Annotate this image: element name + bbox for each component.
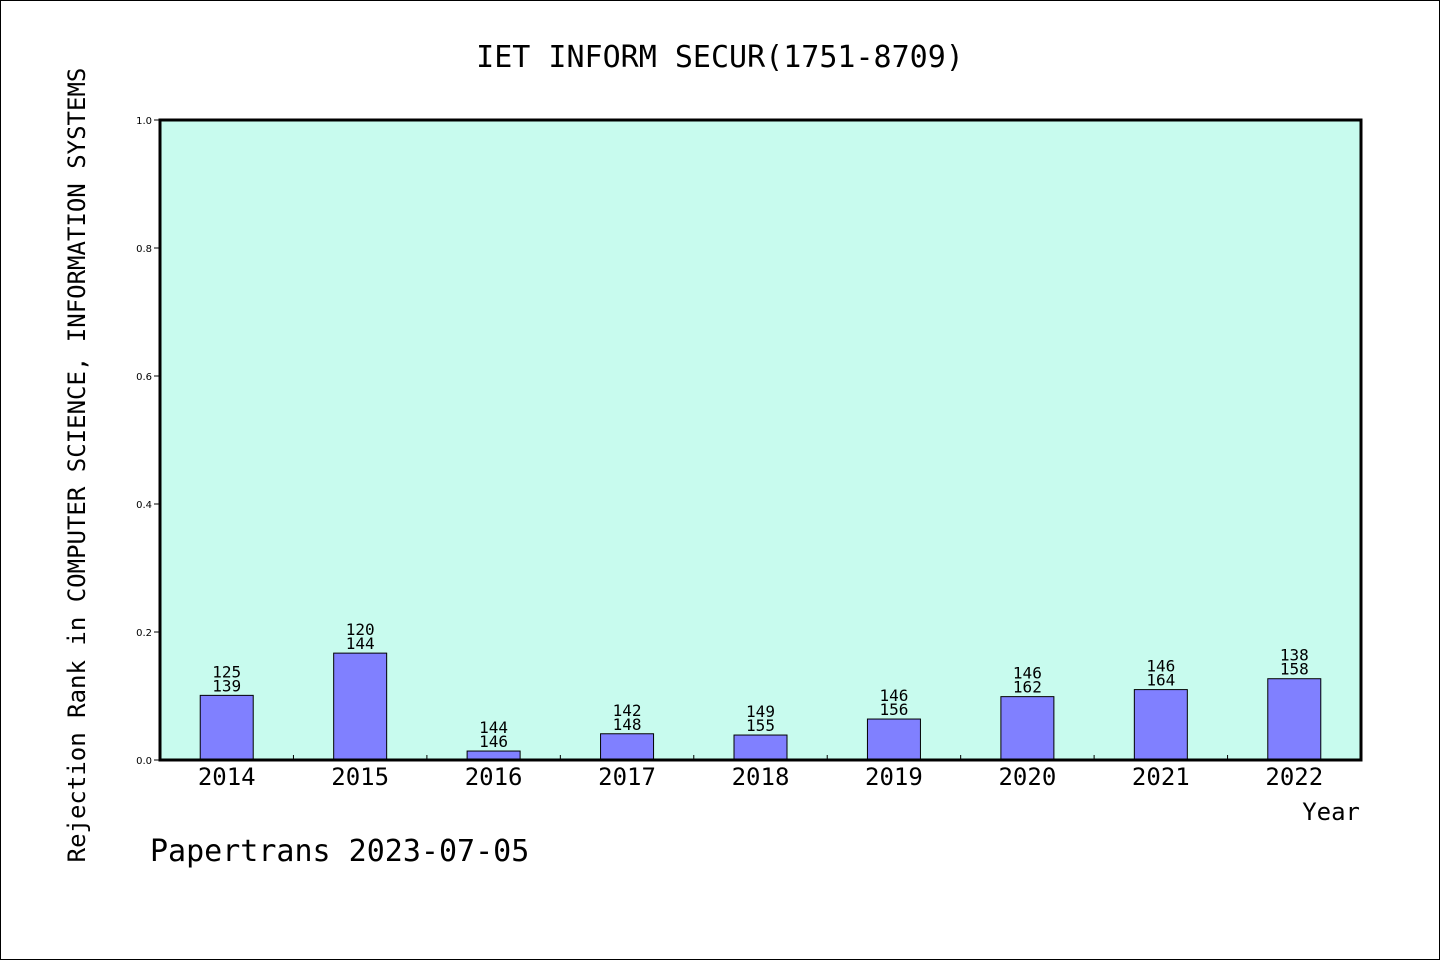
bar-2021 (1133, 689, 1188, 761)
x-tick-label: 2017 (598, 763, 656, 791)
bar-2020 (1000, 696, 1055, 761)
y-axis-label: Rejection Rank in COMPUTER SCIENCE, INFO… (63, 68, 91, 863)
footer-credit: Papertrans 2023-07-05 (150, 834, 530, 869)
y-tick-label: 0.8 (136, 244, 152, 255)
x-tick-label: 2020 (998, 763, 1056, 791)
x-tick-label: 2018 (732, 763, 790, 791)
chart-title: IET INFORM SECUR(1751-8709) (476, 40, 964, 75)
x-axis: 2014 2015 2016 2017 2018 2019 2020 2021 2022 (198, 755, 1323, 791)
y-tick-label: 0.2 (136, 628, 152, 639)
bar-label-2018: 149 (746, 702, 775, 721)
bar-label-2018: 155 (746, 716, 775, 735)
bar-label-2022: 138 (1280, 646, 1309, 665)
bar-label-2020: 162 (1013, 678, 1042, 697)
bar-label-2020: 146 (1013, 664, 1042, 683)
bar-label-2019: 146 (879, 686, 908, 705)
plot-border (158, 118, 1363, 762)
y-tick-label: 1.0 (136, 116, 152, 127)
bar-label-2017: 142 (613, 701, 642, 720)
bar-label-2022: 158 (1280, 660, 1309, 679)
bar-label-2021: 164 (1146, 671, 1175, 690)
bar-2014 (199, 694, 254, 761)
x-tick-label: 2022 (1265, 763, 1323, 791)
y-axis: 0.0 0.2 0.4 0.6 0.8 1.0 (136, 116, 160, 767)
bar-label-2014: 139 (212, 676, 241, 695)
x-tick-label: 2021 (1132, 763, 1190, 791)
x-tick-label: 2019 (865, 763, 923, 791)
bar-label-2015: 144 (346, 634, 375, 653)
x-tick-label: 2016 (465, 763, 523, 791)
bar-label-2016: 144 (479, 718, 508, 737)
bar-2017 (600, 733, 655, 761)
y-tick-label: 0.4 (136, 500, 152, 511)
bar-2018 (733, 734, 788, 761)
y-tick-label: 0.6 (136, 372, 152, 383)
bar-label-2019: 156 (879, 700, 908, 719)
bar-2015 (333, 652, 388, 761)
x-tick-label: 2014 (198, 763, 256, 791)
bar-label-2014: 125 (212, 662, 241, 681)
x-axis-label: Year (1302, 798, 1360, 826)
bar-2022 (1267, 678, 1322, 761)
bar-label-2015: 120 (346, 620, 375, 639)
bar-label-2017: 148 (613, 715, 642, 734)
x-tick-label: 2015 (331, 763, 389, 791)
bars: 1251391201441441461421481491551461561461… (199, 620, 1322, 761)
bar-2019 (866, 718, 921, 761)
bar-label-2021: 146 (1146, 657, 1175, 676)
y-tick-label: 0.0 (136, 756, 152, 767)
bar-label-2016: 146 (479, 732, 508, 751)
